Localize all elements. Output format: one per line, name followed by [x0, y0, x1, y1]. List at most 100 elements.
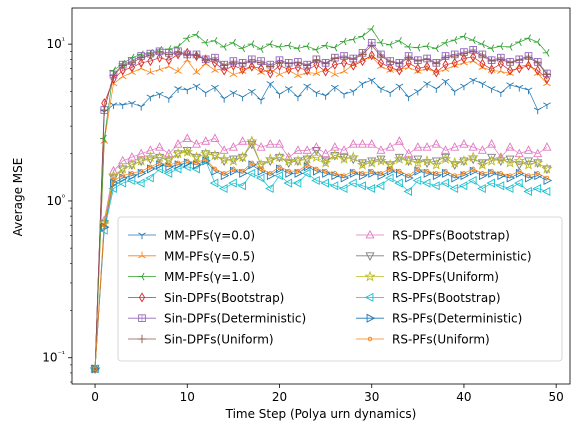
marker-arm	[482, 81, 487, 85]
data-point	[229, 70, 238, 78]
data-point	[367, 77, 376, 85]
data-point	[266, 171, 276, 181]
marker-arm	[288, 41, 292, 46]
x-tick-label: 30	[364, 390, 379, 404]
data-point	[312, 69, 321, 76]
data-point	[203, 156, 208, 162]
data-point	[238, 59, 247, 68]
data-point	[468, 36, 476, 45]
marker-arm	[138, 232, 143, 236]
marker-arm	[436, 86, 441, 90]
data-point	[229, 58, 238, 68]
marker-arm	[104, 140, 109, 144]
data-point	[247, 88, 256, 96]
marker-arm	[509, 43, 513, 48]
marker-arm	[306, 42, 310, 47]
data-point	[395, 36, 402, 45]
data-point	[393, 153, 406, 164]
marker-arm	[389, 40, 393, 46]
data-point	[523, 186, 532, 196]
marker-arm	[352, 39, 356, 44]
marker-arm	[408, 46, 412, 51]
data-point	[129, 171, 135, 176]
data-point	[310, 151, 323, 163]
data-point	[275, 57, 284, 67]
data-point	[238, 94, 247, 102]
data-point	[524, 53, 533, 62]
data-point	[322, 66, 329, 77]
data-point	[175, 160, 181, 166]
data-point	[432, 59, 441, 68]
data-point	[470, 166, 476, 172]
data-point	[450, 36, 458, 45]
data-point	[459, 139, 469, 148]
marker-arm	[352, 35, 356, 40]
data-point	[424, 61, 431, 72]
data-point	[339, 53, 349, 62]
marker-arm	[362, 81, 367, 85]
data-point	[284, 159, 294, 168]
data-point	[348, 139, 358, 148]
data-point	[274, 139, 285, 148]
data-point	[137, 104, 146, 111]
data-point	[476, 158, 489, 170]
legend-swatch-marker	[137, 272, 145, 281]
marker-arm	[223, 96, 229, 99]
marker-arm	[196, 34, 199, 39]
data-point	[293, 44, 301, 53]
data-point	[311, 175, 320, 186]
marker-arm	[481, 40, 485, 45]
data-point	[100, 105, 109, 115]
marker-arm	[472, 60, 478, 64]
y-tick-label: 10⁰	[47, 193, 66, 208]
marker-arm	[380, 38, 384, 44]
marker-arm	[242, 94, 247, 98]
marker-arm	[367, 56, 372, 60]
marker-arm	[404, 94, 409, 98]
legend-item: Sin-DPFs(Deterministic)	[128, 312, 306, 326]
data-point	[246, 135, 258, 147]
data-point	[507, 173, 513, 178]
x-tick-label: 50	[549, 390, 564, 404]
data-point	[274, 171, 283, 181]
marker-arm	[463, 36, 467, 41]
marker-arm	[128, 100, 133, 104]
data-point	[449, 156, 461, 168]
marker-arm	[343, 37, 347, 42]
data-point	[338, 183, 348, 194]
data-point	[359, 171, 368, 181]
marker-arm	[186, 38, 190, 43]
data-point	[514, 178, 523, 188]
data-point	[339, 37, 347, 46]
axes: 0 10 20 30 40 50 10⁻¹ 10⁰ 10¹	[42, 7, 571, 404]
data-point	[478, 171, 488, 181]
data-point	[257, 68, 265, 75]
data-point	[451, 173, 460, 183]
data-point	[395, 83, 404, 91]
data-point	[192, 83, 201, 91]
marker-arm	[426, 81, 431, 85]
data-point	[136, 53, 146, 62]
marker-arm	[519, 84, 524, 88]
marker-arm	[500, 42, 504, 47]
data-point	[330, 43, 338, 52]
marker-arm	[251, 43, 255, 48]
data-point	[347, 151, 359, 163]
data-point	[467, 151, 479, 163]
data-point	[413, 88, 422, 96]
data-point	[422, 55, 432, 64]
data-point	[367, 52, 376, 60]
data-point	[145, 173, 154, 183]
data-point	[275, 91, 284, 99]
data-point	[256, 142, 266, 151]
data-point	[357, 139, 368, 148]
data-point	[356, 158, 369, 170]
marker-arm	[257, 97, 262, 101]
data-point	[378, 171, 384, 176]
marker-arm	[325, 93, 330, 96]
data-point	[219, 61, 229, 70]
marker-arm	[367, 77, 372, 81]
data-point	[367, 25, 375, 33]
marker-arm	[140, 104, 146, 107]
data-point	[450, 88, 459, 96]
